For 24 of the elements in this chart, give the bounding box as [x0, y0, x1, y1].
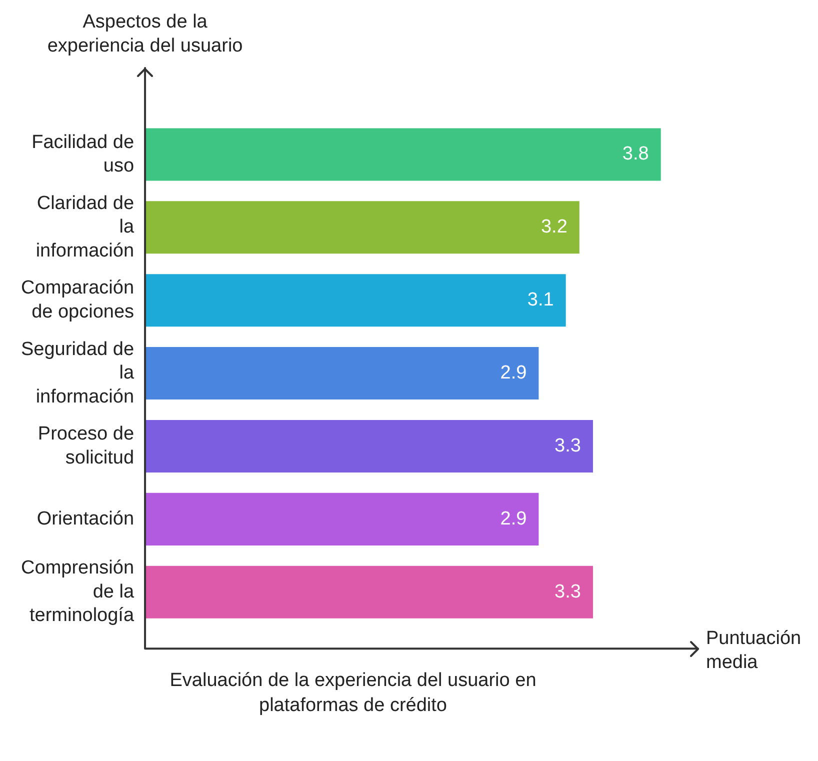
data-label: 2.9: [500, 362, 527, 384]
y-tick-label: Facilidad de uso: [32, 132, 134, 177]
bar: [145, 347, 539, 400]
x-axis-title: Puntuación media: [706, 628, 802, 673]
bar: [145, 201, 580, 254]
bar: [145, 492, 539, 546]
y-tick-label: Seguridad de la información: [20, 338, 134, 408]
y-tick-label: Comparación de opciones: [21, 278, 134, 322]
bar: [145, 566, 593, 618]
data-label: 3.3: [554, 581, 581, 602]
data-label: 3.3: [554, 435, 581, 456]
data-label: 3.1: [527, 290, 554, 311]
y-tick-label: Claridad de la información: [36, 192, 134, 262]
y-tick-label: Orientación: [36, 508, 134, 530]
bar: [145, 274, 566, 327]
bar: [145, 420, 593, 473]
data-label: 3.2: [540, 216, 568, 238]
y-tick-label: Proceso de solicitud: [38, 424, 134, 468]
y-tick-label: Comprensión de la terminología: [21, 558, 134, 626]
text: Evaluación de la experiencia del usuario en plataformas de crédito: [170, 670, 536, 716]
data-label: 3.8: [622, 144, 649, 165]
data-label: 2.9: [500, 508, 527, 530]
y-axis-title: Aspectos de la experiencia del usuario: [47, 12, 243, 57]
bar: [145, 128, 661, 181]
